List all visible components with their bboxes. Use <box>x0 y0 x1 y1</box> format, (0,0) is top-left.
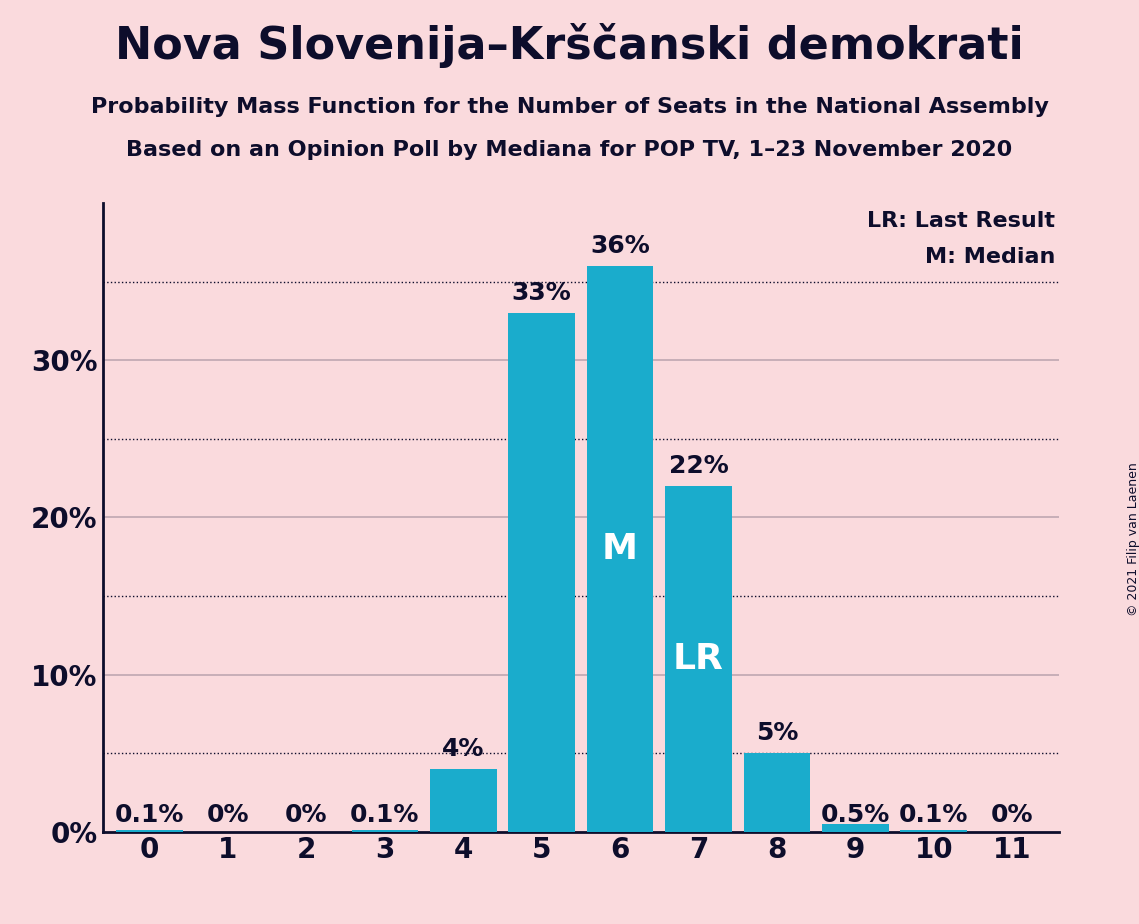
Text: Nova Slovenija–Krščanski demokrati: Nova Slovenija–Krščanski demokrati <box>115 23 1024 68</box>
Bar <box>901 830 967 832</box>
Bar <box>744 753 810 832</box>
Text: LR: Last Result: LR: Last Result <box>868 211 1056 231</box>
Text: M: M <box>603 532 638 565</box>
Text: 36%: 36% <box>590 235 650 258</box>
Text: 0.1%: 0.1% <box>115 803 185 827</box>
Text: 0.1%: 0.1% <box>350 803 419 827</box>
Text: 0%: 0% <box>285 803 328 827</box>
Bar <box>429 769 497 832</box>
Text: 4%: 4% <box>442 737 484 761</box>
Bar <box>822 824 888 832</box>
Text: © 2021 Filip van Laenen: © 2021 Filip van Laenen <box>1126 462 1139 615</box>
Text: 33%: 33% <box>511 282 572 305</box>
Text: 0.5%: 0.5% <box>821 803 890 827</box>
Text: 0.1%: 0.1% <box>899 803 968 827</box>
Text: 22%: 22% <box>669 455 729 479</box>
Text: 5%: 5% <box>756 722 798 745</box>
Bar <box>665 486 732 832</box>
Text: M: Median: M: Median <box>925 248 1056 267</box>
Text: 0%: 0% <box>207 803 249 827</box>
Text: Based on an Opinion Poll by Mediana for POP TV, 1–23 November 2020: Based on an Opinion Poll by Mediana for … <box>126 140 1013 161</box>
Bar <box>508 313 575 832</box>
Text: LR: LR <box>673 642 724 675</box>
Bar <box>587 266 654 832</box>
Text: 0%: 0% <box>991 803 1033 827</box>
Bar <box>116 830 183 832</box>
Text: Probability Mass Function for the Number of Seats in the National Assembly: Probability Mass Function for the Number… <box>91 97 1048 117</box>
Bar <box>352 830 418 832</box>
